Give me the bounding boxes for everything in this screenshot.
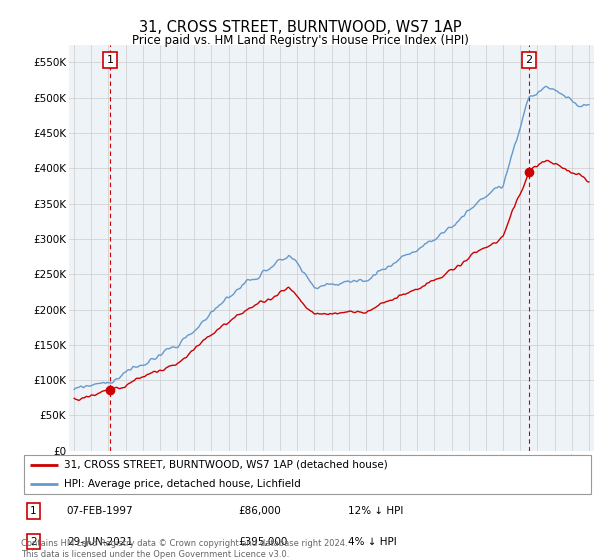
Text: 31, CROSS STREET, BURNTWOOD, WS7 1AP: 31, CROSS STREET, BURNTWOOD, WS7 1AP xyxy=(139,20,461,35)
Text: Price paid vs. HM Land Registry's House Price Index (HPI): Price paid vs. HM Land Registry's House … xyxy=(131,34,469,46)
Text: 07-FEB-1997: 07-FEB-1997 xyxy=(67,506,133,516)
Text: 2: 2 xyxy=(30,536,37,547)
Text: 12% ↓ HPI: 12% ↓ HPI xyxy=(347,506,403,516)
Text: 4% ↓ HPI: 4% ↓ HPI xyxy=(347,536,397,547)
Text: 1: 1 xyxy=(107,55,113,65)
Text: HPI: Average price, detached house, Lichfield: HPI: Average price, detached house, Lich… xyxy=(64,479,301,489)
Text: 2: 2 xyxy=(525,55,532,65)
Text: 31, CROSS STREET, BURNTWOOD, WS7 1AP (detached house): 31, CROSS STREET, BURNTWOOD, WS7 1AP (de… xyxy=(64,460,388,470)
Text: 1: 1 xyxy=(30,506,37,516)
Text: £86,000: £86,000 xyxy=(239,506,281,516)
Text: 29-JUN-2021: 29-JUN-2021 xyxy=(67,536,133,547)
FancyBboxPatch shape xyxy=(24,455,591,494)
Text: Contains HM Land Registry data © Crown copyright and database right 2024.
This d: Contains HM Land Registry data © Crown c… xyxy=(21,539,347,559)
Text: £395,000: £395,000 xyxy=(239,536,288,547)
